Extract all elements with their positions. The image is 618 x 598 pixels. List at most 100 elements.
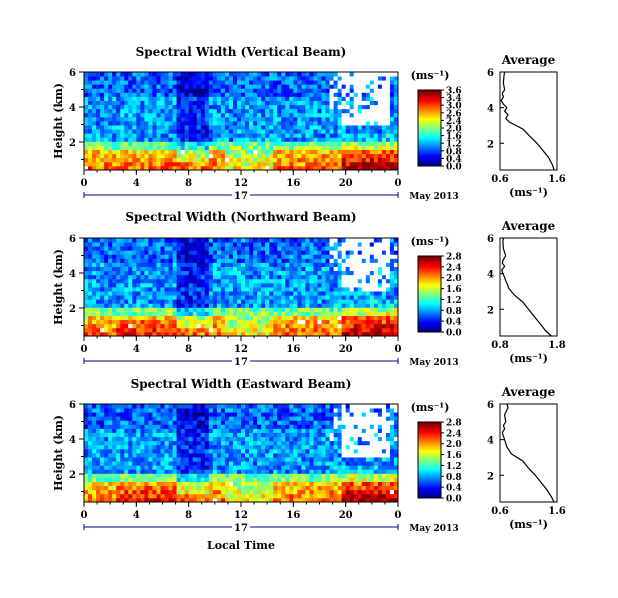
heatmap-cell [184, 457, 190, 462]
heatmap-cell [245, 323, 250, 329]
heatmap-cell [188, 331, 194, 337]
heatmap-cell [136, 404, 141, 409]
heatmap-cell [140, 408, 145, 413]
heatmap-cell [220, 436, 226, 442]
heatmap-cell [92, 477, 97, 482]
heatmap-cell [289, 299, 294, 304]
heatmap-cell [241, 481, 246, 487]
heatmap-cell [120, 274, 125, 280]
heatmap-cell [216, 100, 222, 106]
heatmap-cell [196, 262, 202, 267]
heatmap-cell [297, 149, 302, 155]
heatmap-cell [200, 457, 206, 462]
heatmap-cell [317, 76, 322, 81]
heatmap-cell [132, 133, 137, 138]
heatmap-cell [200, 440, 206, 446]
heatmap-cell [188, 461, 194, 466]
heatmap-cell [369, 84, 375, 89]
heatmap-cell [108, 465, 113, 470]
heatmap-cell [333, 112, 339, 118]
heatmap-cell [309, 287, 314, 292]
heatmap-cell [144, 92, 149, 97]
x-tick-label: 12 [234, 344, 248, 355]
heatmap-cell [152, 477, 157, 482]
heatmap-cell [228, 432, 234, 438]
heatmap-cell [100, 129, 105, 134]
heatmap-cell [200, 141, 206, 146]
heatmap-cell [144, 129, 149, 134]
heatmap-cell [168, 242, 173, 247]
heatmap-cell [184, 258, 190, 263]
heatmap-cell [204, 141, 210, 146]
heatmap-cell [389, 331, 395, 337]
heatmap-cell [261, 291, 266, 296]
heatmap-cell [281, 157, 286, 163]
heatmap-cell [100, 323, 105, 329]
heatmap-cell [96, 319, 101, 325]
heatmap-cell [273, 299, 278, 304]
heatmap-cell [281, 129, 286, 134]
heatmap-cell [236, 242, 242, 247]
heatmap-cell [385, 274, 391, 280]
heatmap-cell [88, 420, 93, 425]
heatmap-cell [369, 133, 375, 138]
heatmap-cell [273, 112, 278, 118]
heatmap-cell [393, 295, 399, 300]
heatmap-cell [381, 331, 387, 337]
heatmap-cell [164, 457, 169, 462]
heatmap-cell [136, 242, 141, 247]
heatmap-cell [164, 489, 169, 495]
heatmap-cell [196, 282, 202, 288]
heatmap-cell [192, 242, 198, 247]
heatmap-cell [381, 153, 387, 159]
heatmap-cell [128, 489, 133, 495]
heatmap-cell [245, 96, 250, 101]
heatmap-cell [224, 262, 230, 267]
heatmap-cell [253, 141, 258, 146]
heatmap-cell [168, 457, 173, 462]
heatmap-cell [381, 104, 387, 110]
heatmap-cell [321, 116, 326, 122]
heatmap-cell [104, 291, 109, 296]
heatmap-cell [361, 287, 367, 292]
heatmap-cell [188, 108, 194, 114]
heatmap-cell [253, 266, 258, 272]
y-tick-label: 4 [69, 103, 76, 114]
heatmap-cell [148, 440, 153, 446]
heatmap-cell [277, 327, 282, 333]
heatmap-cell [212, 299, 218, 304]
heatmap-cell [92, 238, 97, 243]
heatmap-cell [144, 157, 149, 163]
heatmap-cell [164, 424, 169, 429]
heatmap-cell [196, 108, 202, 114]
heatmap-cell [188, 477, 194, 482]
heatmap-cell [361, 307, 367, 312]
heatmap-cell [224, 104, 230, 110]
heatmap-cell [236, 282, 242, 288]
heatmap-cell [257, 153, 262, 159]
heatmap-cell [96, 72, 101, 77]
heatmap-cell [216, 327, 222, 333]
colorbar-swatch [418, 299, 441, 303]
colorbar-tick-label: 0.4 [446, 318, 462, 328]
heatmap-cell [104, 121, 109, 126]
heatmap-cell [204, 448, 210, 454]
heatmap-cell [341, 242, 347, 247]
x-tick-label: 20 [339, 344, 353, 355]
heatmap-cell [100, 254, 105, 259]
heatmap-cell [220, 266, 226, 272]
heatmap-cell [349, 303, 355, 308]
heatmap-cell [329, 161, 334, 167]
heatmap-cell [357, 116, 363, 122]
heatmap-cell [168, 408, 173, 413]
heatmap-cell [96, 254, 101, 259]
heatmap-cell [172, 416, 177, 421]
heatmap-cell [188, 404, 194, 409]
heatmap-cell [164, 80, 169, 85]
heatmap-cell [196, 457, 202, 462]
heatmap-cell [136, 246, 141, 251]
heatmap-cell [188, 246, 194, 251]
heatmap-cell [208, 246, 214, 251]
heatmap-cell [357, 323, 363, 329]
heatmap-cell [192, 100, 198, 106]
